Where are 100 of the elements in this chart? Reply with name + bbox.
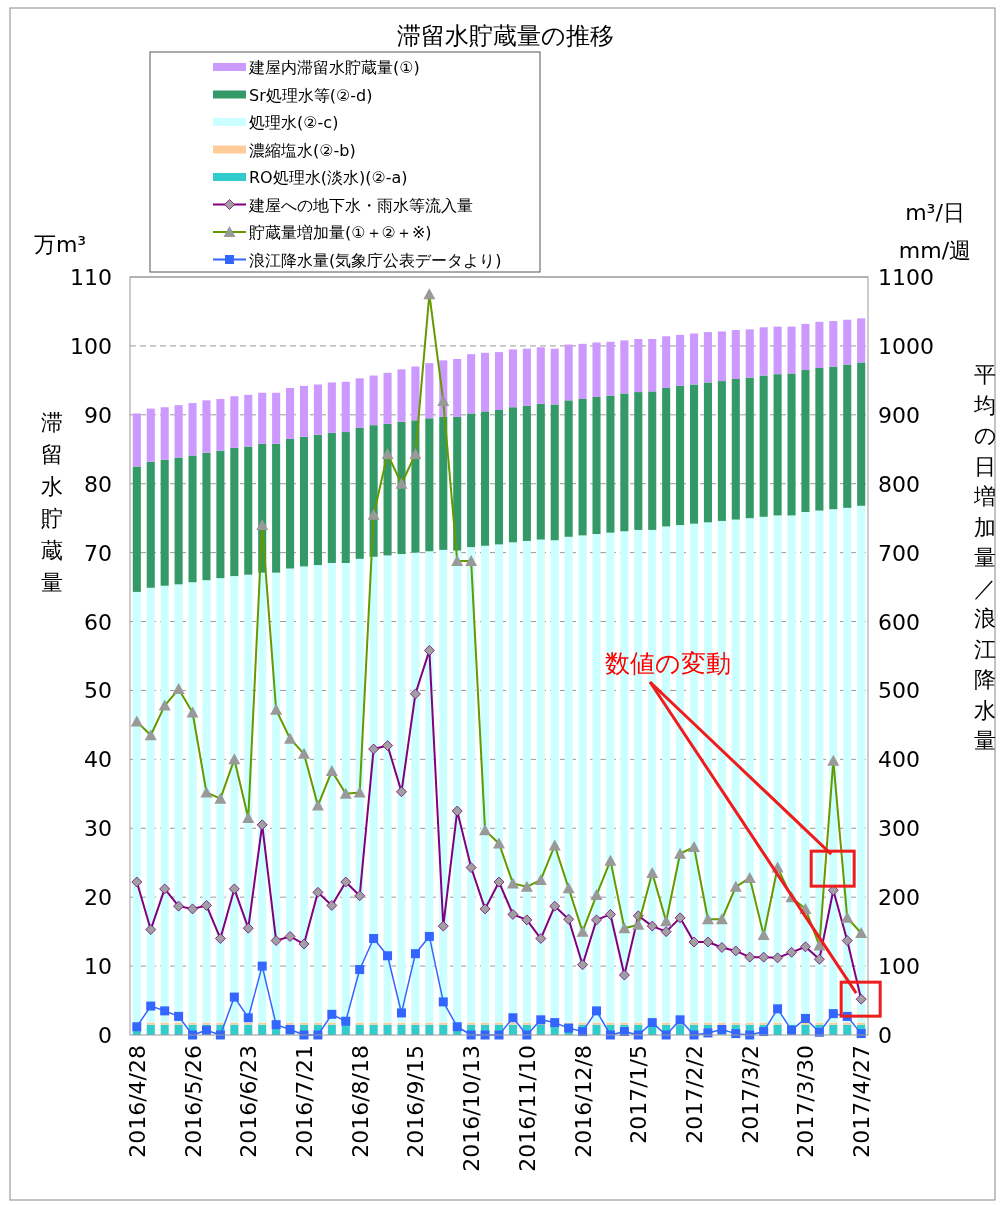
y-tick-label: 80 — [84, 471, 112, 497]
bar — [745, 1022, 754, 1025]
point — [187, 903, 198, 915]
bar — [425, 363, 434, 419]
bar — [174, 584, 183, 1023]
point — [396, 786, 407, 798]
bar — [355, 378, 364, 428]
bar — [508, 542, 517, 1023]
bar — [411, 552, 420, 1023]
bar — [146, 408, 155, 462]
point — [702, 936, 714, 948]
point — [773, 1004, 783, 1014]
annotation: 数値の変動 — [605, 649, 731, 678]
x-tick-label: 2016/9/15 — [403, 1045, 429, 1158]
bar — [397, 1024, 406, 1035]
point — [368, 743, 380, 755]
bar — [759, 516, 768, 1023]
legend-label: 濃縮塩水(②-b) — [249, 140, 356, 160]
y2-tick-label: 100 — [878, 954, 920, 980]
x-tick-label: 2016/5/26 — [180, 1045, 206, 1158]
point — [341, 1016, 351, 1026]
bar — [787, 326, 796, 374]
bar — [160, 459, 169, 586]
bar — [411, 366, 420, 421]
point — [479, 903, 491, 915]
point — [800, 1013, 810, 1023]
point — [410, 949, 420, 959]
bar — [481, 1022, 490, 1025]
bar — [731, 378, 740, 520]
bar — [703, 382, 712, 523]
bar — [174, 405, 183, 458]
bar — [160, 585, 169, 1023]
bar — [202, 400, 211, 453]
bar — [578, 343, 587, 399]
point — [730, 945, 742, 957]
chart-title: 滞留水貯蔵量の推移 — [396, 22, 614, 50]
bar — [620, 1022, 629, 1025]
point — [437, 920, 449, 932]
bar — [522, 348, 531, 406]
bar — [731, 519, 740, 1023]
bar — [188, 455, 197, 583]
bar — [857, 318, 866, 363]
y-axis-title: 滞留水貯蔵量 — [41, 410, 63, 595]
bar — [299, 1022, 309, 1025]
bar — [522, 405, 531, 541]
point — [841, 935, 853, 946]
y-tick-label: 70 — [84, 540, 112, 566]
bar — [717, 1022, 726, 1025]
bar — [815, 1022, 824, 1025]
point — [173, 900, 185, 912]
point — [563, 913, 575, 925]
bar — [829, 321, 838, 367]
point — [298, 938, 310, 950]
bar — [801, 370, 810, 512]
bar — [508, 407, 517, 543]
y2-tick-label: 600 — [878, 609, 920, 635]
bar — [689, 333, 699, 385]
point — [549, 900, 561, 912]
bar — [578, 535, 587, 1023]
y-tick-label: 100 — [70, 333, 112, 359]
point — [674, 912, 686, 924]
point — [800, 941, 811, 953]
bar — [634, 339, 643, 393]
x-tick-label: 2016/10/13 — [459, 1045, 485, 1172]
point — [257, 961, 267, 971]
bar — [564, 536, 573, 1023]
bar — [174, 457, 183, 585]
point — [146, 1001, 156, 1011]
bar — [355, 427, 364, 559]
bar — [494, 410, 504, 545]
point — [507, 909, 519, 920]
point — [660, 926, 672, 938]
bar — [244, 1022, 253, 1025]
bar — [313, 434, 322, 566]
point — [744, 951, 756, 963]
point — [243, 1013, 253, 1023]
bar — [188, 403, 197, 456]
bar — [662, 1022, 671, 1025]
bar — [773, 515, 782, 1023]
y-tick-label: 30 — [84, 816, 112, 842]
point — [396, 1008, 406, 1018]
point — [159, 883, 171, 895]
bar — [230, 396, 239, 448]
point — [215, 933, 226, 944]
bar — [369, 1022, 378, 1025]
bar — [536, 403, 545, 540]
bar — [689, 1022, 699, 1025]
legend-label: 建屋内滞留水貯蔵量(①) — [248, 58, 420, 77]
y2-tick-label: 1100 — [878, 265, 934, 290]
point — [535, 933, 547, 944]
bar — [676, 385, 685, 526]
bar — [425, 418, 434, 552]
point — [242, 922, 254, 934]
bar — [773, 374, 782, 516]
y-tick-label: 40 — [84, 747, 112, 773]
bar — [815, 321, 824, 368]
bar — [592, 396, 601, 535]
bar — [146, 461, 155, 588]
bar — [202, 580, 211, 1023]
bar — [160, 1022, 169, 1025]
